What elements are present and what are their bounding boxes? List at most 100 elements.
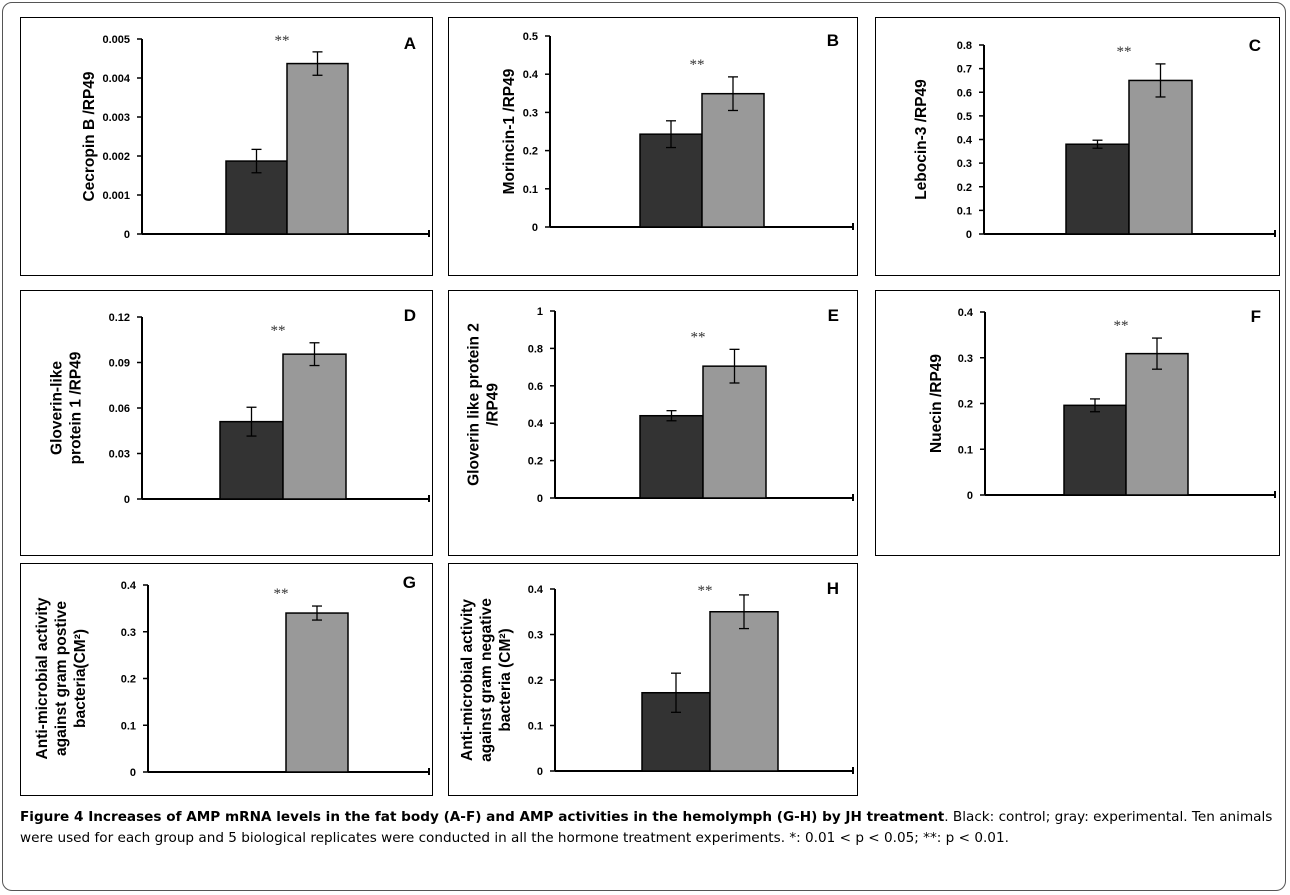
y-tick-label: 0 <box>124 229 130 241</box>
y-tick-label: 0.03 <box>109 449 130 461</box>
bar-experimental <box>701 92 765 228</box>
y-tick-label: 0.1 <box>121 720 136 732</box>
y-tick-label: 0.1 <box>957 205 972 217</box>
significance-marker: ** <box>275 33 290 49</box>
significance-marker: ** <box>698 583 713 599</box>
y-tick-label: 0.2 <box>523 146 538 158</box>
panel-letter: A <box>404 34 416 53</box>
y-tick-label: 0.003 <box>102 112 130 124</box>
y-tick-label: 0.8 <box>957 40 972 52</box>
panel-h: 0 0.1 0.2 0.3 0.4 ** H Anti-microbial activity a… <box>448 563 858 796</box>
significance-marker: ** <box>691 329 706 345</box>
y-axis-label-line: against gram postive <box>53 601 70 756</box>
y-axis-label-line: Anti-microbial activity <box>34 597 51 759</box>
y-tick-label: 0.3 <box>523 107 538 119</box>
significance-marker: ** <box>274 586 289 602</box>
y-tick-label: 0 <box>124 494 130 506</box>
significance-marker: ** <box>1117 44 1132 60</box>
y-axis-label-line: against gram negative <box>478 598 495 762</box>
y-tick-label: 0.6 <box>528 381 543 393</box>
panel-letter: E <box>828 306 839 325</box>
y-tick-label: 0 <box>537 766 543 778</box>
y-axis-label-line: protein 1 /RP49 <box>68 351 85 464</box>
y-axis-label: Morincin-1 /RP49 <box>501 68 518 194</box>
y-tick-label: 0.4 <box>528 584 544 596</box>
y-tick-label: 0.4 <box>523 69 539 81</box>
y-axis-label: Nuecin /RP49 <box>928 354 945 453</box>
y-tick-label: 0 <box>537 493 543 505</box>
y-tick-label: 0.1 <box>523 184 538 196</box>
bar-experimental <box>1125 352 1189 496</box>
y-tick-label: 0 <box>130 767 136 779</box>
y-axis-label: Gloverin like protein 2/RP49 <box>466 323 502 486</box>
panel-letter: C <box>1249 36 1261 55</box>
y-tick-label: 0.12 <box>109 312 130 324</box>
y-axis-label-line: Gloverin-like <box>49 361 66 455</box>
y-tick-label: 0.3 <box>121 627 136 639</box>
y-axis-label: Anti-microbial activity against gram nega… <box>459 598 514 762</box>
panel-g: 0 0.1 0.2 0.3 0.4 ** G Anti-microbial activity a… <box>20 563 433 796</box>
bar-experimental <box>1128 79 1193 235</box>
y-axis-label-line: Anti-microbial activity <box>459 599 476 761</box>
chart-g: 0 0.1 0.2 0.3 0.4 ** G Anti-microbial activity a… <box>34 573 430 779</box>
y-tick-label: 0 <box>967 490 973 502</box>
y-tick-label: 0 <box>532 222 538 234</box>
y-axis-label-line: bacteria (CM²) <box>497 628 514 731</box>
y-tick-label: 0.4 <box>528 418 544 430</box>
panel-b: 0 0.1 0.2 0.3 0.4 0.5 ** B Morincin-1 /RP49 <box>448 17 858 276</box>
y-tick-label: 0.2 <box>528 675 543 687</box>
y-axis-label-line: /RP49 <box>485 383 502 426</box>
y-tick-label: 0.7 <box>957 64 972 76</box>
y-axis-label-line: Cecropin B /RP49 <box>81 71 98 201</box>
bar-experimental <box>702 365 767 499</box>
bar-experimental <box>709 611 779 772</box>
bar-experimental <box>285 612 349 773</box>
significance-marker: ** <box>1114 318 1129 334</box>
panel-e: 0 0.2 0.4 0.6 0.8 1 ** E Gloverin like protein 2… <box>448 290 858 556</box>
y-tick-label: 0.004 <box>102 73 130 85</box>
bar-experimental <box>286 62 349 235</box>
y-tick-label: 0.5 <box>523 31 538 43</box>
y-tick-label: 0.3 <box>958 353 973 365</box>
panel-c: 0 0.1 0.2 0.3 0.4 0.5 0.6 0.7 0.8 ** C Lebocin-3 /R… <box>875 17 1280 276</box>
chart-b: 0 0.1 0.2 0.3 0.4 0.5 ** B Morincin-1 /RP49 <box>501 31 854 234</box>
y-tick-label: 0.1 <box>528 721 543 733</box>
y-tick-label: 0.2 <box>528 456 543 468</box>
y-tick-label: 0.1 <box>958 444 973 456</box>
y-axis-label-line: bacteria(CM²) <box>72 629 89 728</box>
panel-letter: G <box>403 573 416 592</box>
y-tick-label: 0.002 <box>102 151 130 163</box>
panel-letter: F <box>1251 307 1261 326</box>
panel-letter: B <box>827 31 839 50</box>
y-axis-label-line: Lebocin-3 /RP49 <box>913 79 930 200</box>
caption-title: Figure 4 Increases of AMP mRNA levels in… <box>20 809 945 825</box>
significance-marker: ** <box>690 57 705 73</box>
chart-e: 0 0.2 0.4 0.6 0.8 1 ** E Gloverin like protein 2… <box>466 306 854 505</box>
y-tick-label: 0.3 <box>528 630 543 642</box>
chart-a: 0 0.001 0.002 0.003 0.004 0.005 ** A Cecropin B … <box>81 33 430 241</box>
y-tick-label: 0.2 <box>121 674 136 686</box>
y-tick-label: 0.2 <box>958 399 973 411</box>
y-tick-label: 0.09 <box>109 358 130 370</box>
y-tick-label: 0.4 <box>121 580 137 592</box>
figure-caption: Figure 4 Increases of AMP mRNA levels in… <box>20 807 1275 849</box>
significance-marker: ** <box>271 323 286 339</box>
y-axis-label-line: Gloverin like protein 2 <box>466 323 483 486</box>
y-tick-label: 0.4 <box>958 307 974 319</box>
chart-d: 0 0.03 0.06 0.09 0.12 ** D Gloverin-like protein… <box>49 306 430 506</box>
y-tick-label: 0.5 <box>957 111 972 123</box>
chart-c: 0 0.1 0.2 0.3 0.4 0.5 0.6 0.7 0.8 ** C Lebocin-3 /R… <box>913 36 1276 241</box>
y-axis-label: Anti-microbial activity against gram post… <box>34 597 89 759</box>
chart-f: 0 0.1 0.2 0.3 0.4 ** F Nuecin /RP49 <box>928 307 1276 502</box>
y-axis-label: Lebocin-3 /RP49 <box>913 79 930 200</box>
y-axis-label-line: Morincin-1 /RP49 <box>501 68 518 194</box>
y-tick-label: 0.005 <box>102 34 130 46</box>
y-tick-label: 0.001 <box>102 190 130 202</box>
bar-experimental <box>282 353 347 500</box>
chart-h: 0 0.1 0.2 0.3 0.4 ** H Anti-microbial activity a… <box>459 579 854 778</box>
y-tick-label: 0.6 <box>957 87 972 99</box>
y-tick-label: 0.4 <box>957 135 973 147</box>
y-axis-label-line: Nuecin /RP49 <box>928 354 945 453</box>
panel-letter: H <box>827 579 839 598</box>
panel-letter: D <box>404 306 416 325</box>
